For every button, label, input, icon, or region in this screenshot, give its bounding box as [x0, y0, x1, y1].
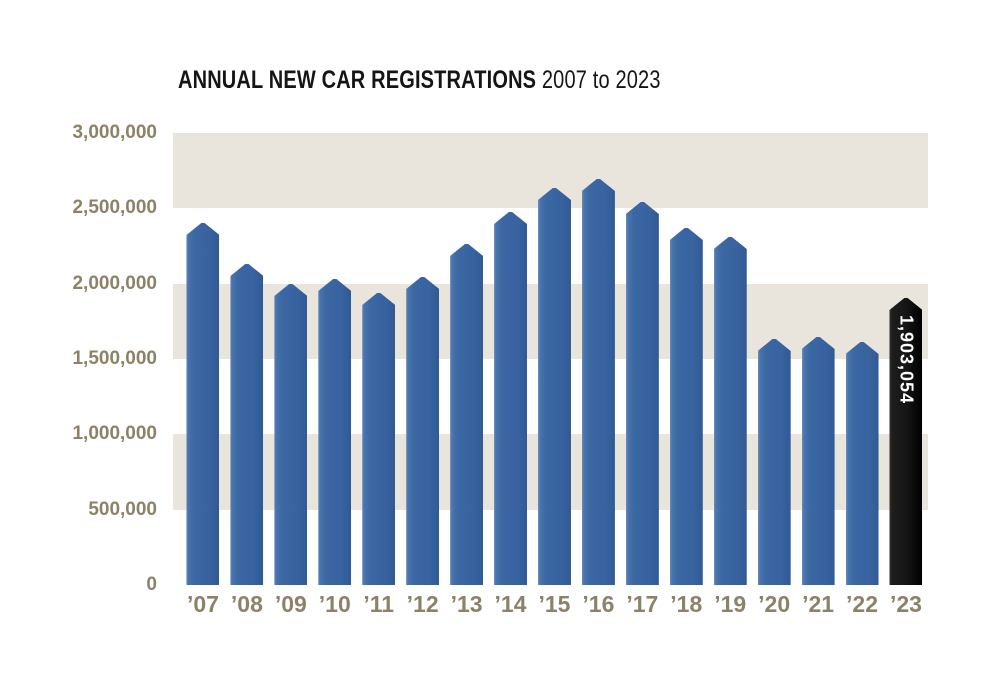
- bar-slot: [796, 133, 840, 585]
- y-tick-label: 3,000,000: [72, 122, 157, 143]
- bar-slot: [269, 133, 313, 585]
- bar: [450, 244, 484, 585]
- bars-row: 1,903,054: [173, 133, 928, 585]
- x-tick-label: ’16: [582, 591, 615, 617]
- bar-slot: [445, 133, 489, 585]
- x-tick-label: ’07: [186, 591, 219, 617]
- bar: [757, 339, 791, 585]
- x-axis-labels: ’07 ’08 ’09 ’10 ’11 ’12 ’13 ’14 ’15 ’16 ’17 ’18 ’19 ’…: [173, 591, 928, 618]
- y-tick-label: 2,000,000: [72, 273, 157, 294]
- bar: [494, 212, 528, 585]
- bar-slot: [752, 133, 796, 585]
- bar-slot: [533, 133, 577, 585]
- bar: [581, 179, 615, 585]
- bar-slot: [313, 133, 357, 585]
- x-tick-label: ’09: [274, 591, 307, 617]
- bar: [362, 293, 396, 585]
- x-tick-label: ’21: [802, 591, 835, 617]
- bar: [625, 202, 659, 585]
- bar-slot: [664, 133, 708, 585]
- x-tick-label: ’14: [494, 591, 527, 617]
- x-tick-label: ’10: [318, 591, 351, 617]
- bar: [230, 264, 264, 585]
- bar-slot: [225, 133, 269, 585]
- y-tick-label: 500,000: [88, 499, 157, 520]
- bar-slot: [401, 133, 445, 585]
- bar-slot: [708, 133, 752, 585]
- bar-slot: [357, 133, 401, 585]
- bar-value-label: 1,903,054: [896, 315, 917, 405]
- bar-slot: [576, 133, 620, 585]
- x-tick-label: ’23: [889, 591, 922, 617]
- bar-slot: [840, 133, 884, 585]
- x-tick-label: ’11: [363, 591, 395, 617]
- y-tick-label: 1,000,000: [72, 423, 157, 444]
- chart-title-main: ANNUAL NEW CAR REGISTRATIONS: [178, 66, 537, 94]
- plot-area: 1,903,054: [173, 133, 928, 585]
- x-tick-label: ’20: [758, 591, 791, 617]
- x-tick-label: ’17: [626, 591, 659, 617]
- y-tick-label: 0: [146, 574, 157, 595]
- bar-slot: [620, 133, 664, 585]
- bar-slot: 1,903,054: [884, 133, 928, 585]
- bar: [713, 237, 747, 585]
- x-tick-label: ’22: [846, 591, 879, 617]
- y-tick-label: 1,500,000: [72, 348, 157, 369]
- bar: [801, 337, 835, 585]
- x-tick-label: ’19: [714, 591, 747, 617]
- bar: [845, 342, 879, 585]
- bar-slot: [181, 133, 225, 585]
- x-tick-label: ’08: [230, 591, 263, 617]
- bar: [537, 188, 571, 585]
- bar: [669, 228, 703, 585]
- x-tick-label: ’18: [670, 591, 703, 617]
- x-tick-label: ’15: [538, 591, 571, 617]
- x-tick-label: ’13: [450, 591, 483, 617]
- bar: [406, 277, 440, 585]
- bar-highlighted: 1,903,054: [889, 298, 923, 585]
- x-tick-label: ’12: [406, 591, 439, 617]
- bar: [186, 223, 220, 585]
- bar-slot: [489, 133, 533, 585]
- chart-title-range: 2007 to 2023: [536, 66, 661, 94]
- bar: [274, 284, 308, 585]
- y-tick-label: 2,500,000: [72, 197, 157, 218]
- bar: [318, 279, 352, 585]
- chart-title: ANNUAL NEW CAR REGISTRATIONS 2007 to 202…: [178, 67, 661, 93]
